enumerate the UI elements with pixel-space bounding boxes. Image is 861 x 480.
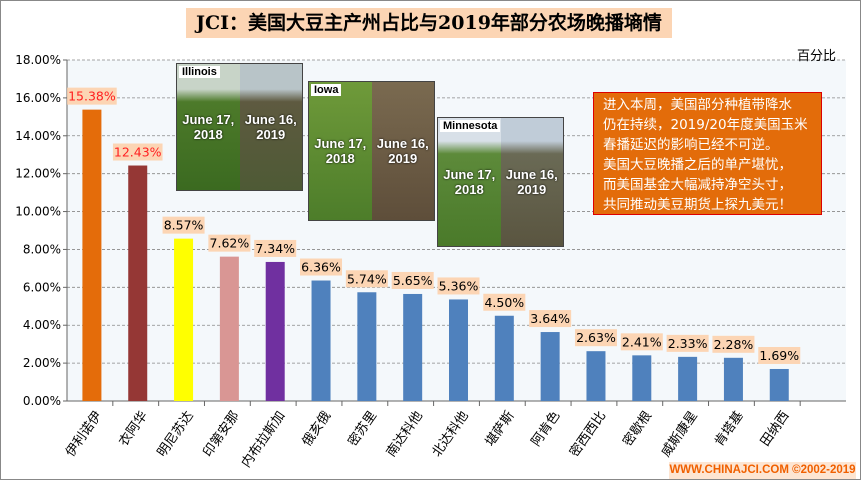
x-tick-label: 内布拉斯加 bbox=[238, 408, 288, 470]
photo-iowa: Iowa June 17, 2018 June 16, 2019 bbox=[308, 81, 435, 221]
data-label-bg bbox=[574, 329, 617, 347]
x-tick-label: 肯塔基 bbox=[712, 409, 747, 450]
data-label: 3.64% bbox=[530, 311, 570, 326]
data-label-bg bbox=[483, 293, 526, 311]
data-label: 7.34% bbox=[255, 241, 295, 256]
photo-illinois: Illinois June 17, 2018 June 16, 2019 bbox=[176, 63, 303, 191]
photo-date: June 16, 2019 bbox=[244, 112, 297, 142]
bar bbox=[174, 238, 194, 401]
data-label: 2.63% bbox=[576, 330, 616, 345]
photo-date: June 16, 2019 bbox=[376, 136, 429, 166]
x-tick-label: 衣阿华 bbox=[116, 408, 151, 449]
data-label: 5.36% bbox=[439, 278, 479, 293]
x-tick-label: 密苏里 bbox=[345, 408, 380, 449]
photo-date: June 17, 2018 bbox=[182, 112, 235, 142]
data-label: 12.43% bbox=[114, 145, 162, 160]
data-label-bg bbox=[208, 234, 251, 252]
data-label-bg bbox=[391, 271, 434, 289]
note-line: 美国大豆晚播之后的单产堪忧， bbox=[603, 157, 792, 173]
bar bbox=[311, 280, 331, 401]
y-tick-label: 12.00% bbox=[15, 167, 61, 181]
data-label: 5.74% bbox=[347, 271, 387, 286]
photo-date: June 16, 2019 bbox=[505, 167, 558, 197]
data-label: 2.33% bbox=[668, 336, 708, 351]
data-label: 15.38% bbox=[68, 89, 116, 104]
photo-state: Iowa bbox=[311, 84, 342, 96]
x-tick-label: 南达科他 bbox=[383, 408, 426, 460]
data-label-bg bbox=[254, 239, 297, 257]
data-label-bg bbox=[529, 310, 572, 328]
note-line: 共同推动美豆期货上探九美元！ bbox=[603, 197, 792, 213]
x-tick-label: 堪萨斯 bbox=[483, 409, 518, 450]
bar bbox=[586, 351, 606, 401]
y-tick-label: 2.00% bbox=[23, 356, 61, 370]
bar bbox=[265, 261, 285, 401]
x-tick-label: 密西西比 bbox=[566, 408, 609, 460]
data-label: 7.62% bbox=[210, 236, 250, 251]
bar bbox=[769, 368, 789, 401]
bar bbox=[723, 357, 743, 401]
x-tick-label: 俄亥俄 bbox=[300, 409, 335, 450]
bar bbox=[449, 299, 468, 401]
note-line: 而美国基金大幅减持净空头寸， bbox=[603, 177, 792, 193]
data-label-bg bbox=[666, 334, 709, 352]
data-label: 4.50% bbox=[484, 295, 524, 310]
data-label-bg bbox=[345, 270, 388, 288]
data-label-bg bbox=[758, 346, 801, 364]
data-label-bg bbox=[112, 143, 163, 161]
x-tick-label: 明尼苏达 bbox=[154, 408, 197, 460]
data-label: 2.41% bbox=[622, 334, 662, 349]
annotation-box: 进入本周，美国部分种植带降水 仍在持续，2019/20年度美国玉米 春播延迟的影… bbox=[593, 92, 822, 215]
note-line: 仍在持续，2019/20年度美国玉米 bbox=[603, 117, 808, 133]
y-tick-label: 10.00% bbox=[15, 205, 61, 219]
data-label: 1.69% bbox=[759, 348, 799, 363]
x-tick-label: 印第安那 bbox=[201, 409, 243, 460]
photo-state: Illinois bbox=[179, 66, 220, 78]
bar bbox=[494, 315, 514, 401]
bar bbox=[82, 109, 102, 401]
photo-minnesota: Minnesota June 17, 2018 June 16, 2019 bbox=[437, 117, 564, 247]
data-label-bg bbox=[300, 258, 343, 276]
data-label-bg bbox=[162, 216, 205, 234]
data-label-bg bbox=[620, 333, 663, 351]
y-tick-label: 14.00% bbox=[15, 129, 61, 143]
data-label-bg bbox=[67, 87, 117, 105]
data-label: 6.36% bbox=[301, 260, 341, 275]
footer-copyright: WWW.CHINAJCI.COM ©2002-2019 bbox=[669, 462, 856, 479]
chart-title: JCI：美国大豆主产州占比与2019年部分农场晚播墒情 bbox=[186, 8, 672, 38]
bar bbox=[219, 256, 239, 401]
photo-date: June 17, 2018 bbox=[443, 167, 496, 197]
note-line: 进入本周，美国部分种植带降水 bbox=[603, 97, 792, 113]
y-tick-label: 0.00% bbox=[23, 394, 61, 408]
bar bbox=[357, 292, 377, 401]
y-tick-label: 6.00% bbox=[23, 280, 61, 294]
x-tick-label: 阿肯色 bbox=[528, 408, 563, 449]
unit-label: 百分比 bbox=[797, 49, 837, 64]
bar bbox=[403, 293, 423, 401]
x-tick-label: 威斯康星 bbox=[658, 408, 701, 460]
y-tick-label: 4.00% bbox=[23, 318, 61, 332]
x-tick-label: 伊利诺伊 bbox=[63, 409, 105, 460]
x-tick-label: 田纳西 bbox=[758, 409, 793, 450]
bar bbox=[678, 356, 698, 401]
data-label-bg bbox=[437, 277, 480, 295]
note-line: 春播延迟的影响已经不可逆。 bbox=[603, 137, 779, 153]
x-tick-label: 北达科他 bbox=[430, 409, 472, 460]
data-label-bg bbox=[712, 335, 755, 353]
y-tick-label: 16.00% bbox=[15, 91, 61, 105]
x-tick-label: 密歇根 bbox=[620, 408, 655, 449]
data-label: 2.28% bbox=[714, 337, 754, 352]
data-label: 5.65% bbox=[393, 273, 433, 288]
bar bbox=[128, 165, 148, 401]
photo-date: June 17, 2018 bbox=[314, 136, 367, 166]
bar bbox=[540, 332, 560, 401]
y-tick-label: 18.00% bbox=[15, 53, 61, 67]
bar bbox=[632, 355, 652, 401]
photo-state: Minnesota bbox=[440, 120, 501, 132]
data-label: 8.57% bbox=[164, 218, 204, 233]
y-tick-label: 8.00% bbox=[23, 242, 61, 256]
